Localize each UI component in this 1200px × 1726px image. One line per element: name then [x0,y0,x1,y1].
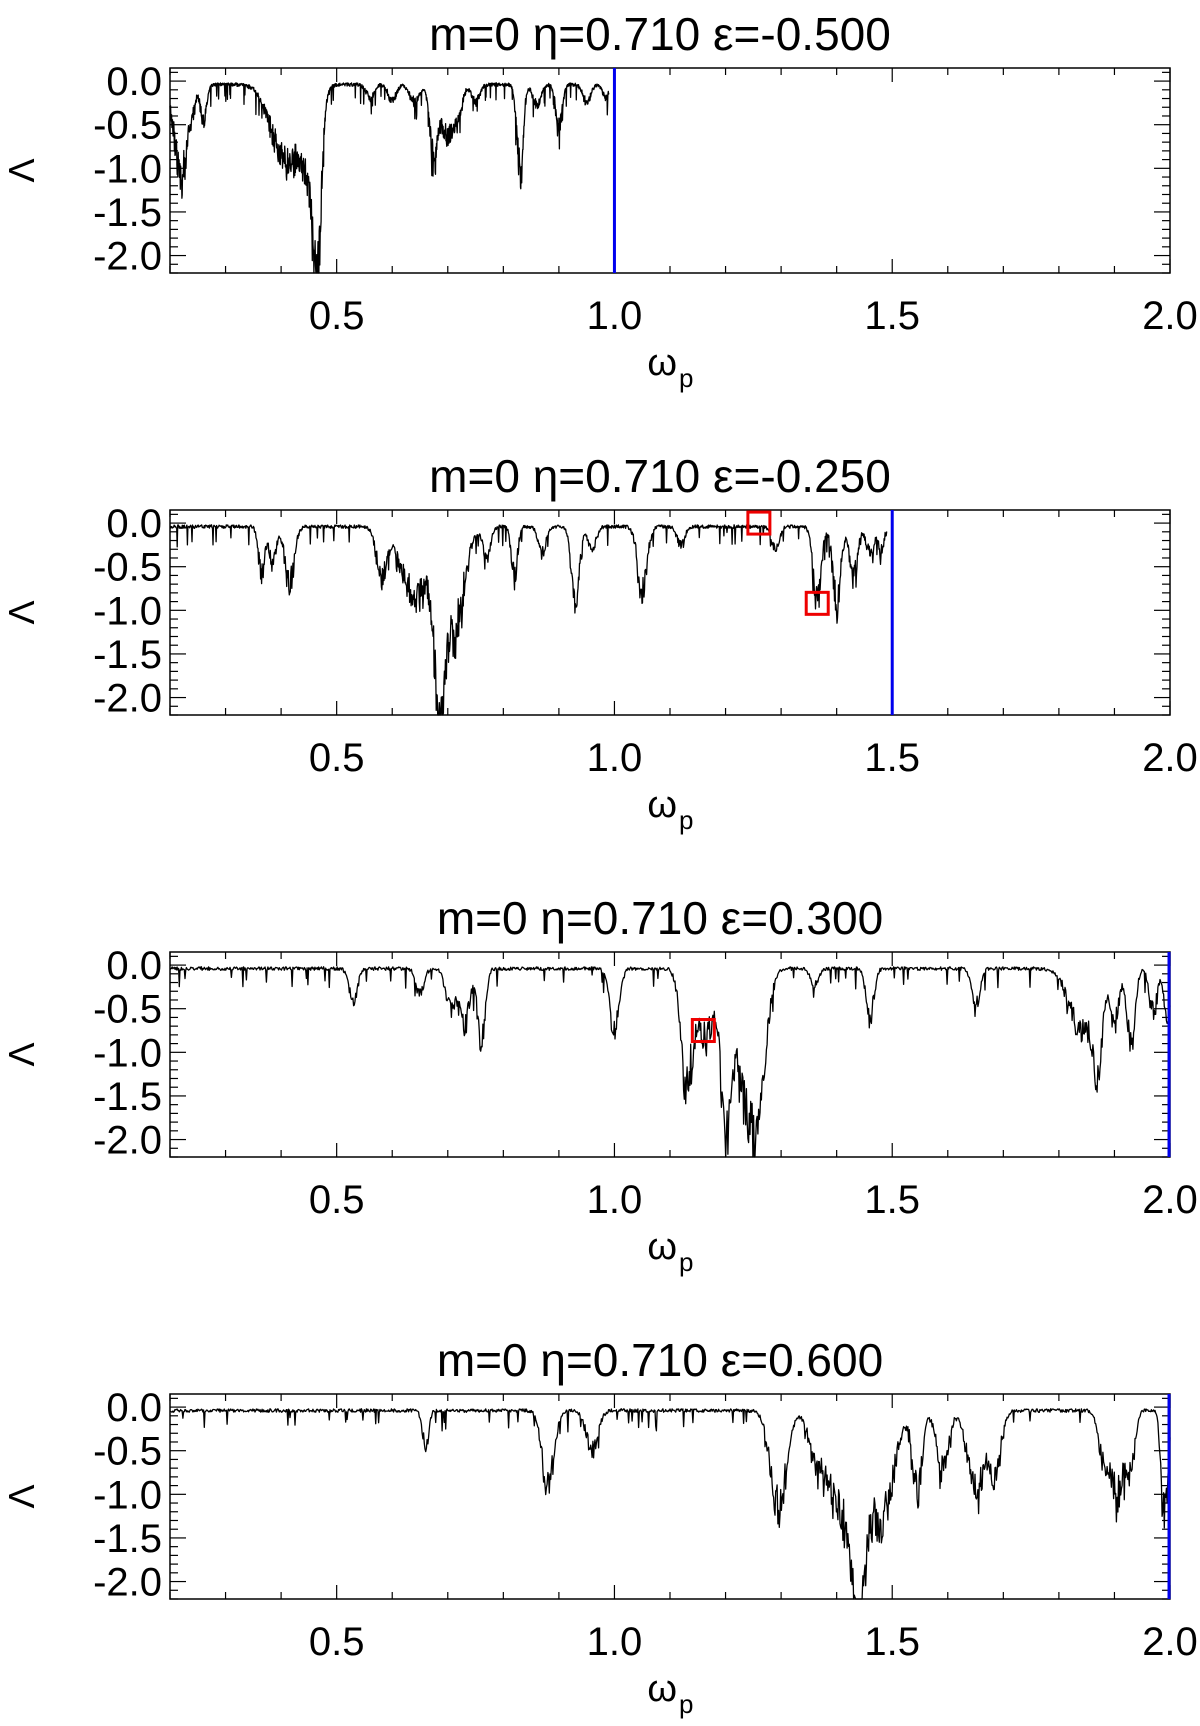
y-tick-label: -1.5 [93,191,162,235]
y-axis-label: Λ [1,158,42,182]
chart-title: m=0 η=0.710 ε=-0.500 [429,8,891,60]
chart-title: m=0 η=0.710 ε=0.600 [437,1334,883,1386]
y-tick-label: 0.0 [106,502,162,546]
y-tick-label: -2.0 [93,677,162,721]
y-tick-label: 0.0 [106,60,162,104]
x-tick-label: 1.5 [864,1178,920,1222]
y-tick-label: 0.0 [106,944,162,988]
series-line [169,1408,1171,1600]
y-tick-label: -1.0 [93,1473,162,1517]
y-tick-label: -1.5 [93,1517,162,1561]
x-tick-label: 1.0 [587,1620,643,1664]
x-tick-label: 0.5 [309,736,365,780]
x-tick-label: 2.0 [1142,1178,1198,1222]
y-tick-label: -0.5 [93,546,162,590]
x-axis-label: ωp [647,1668,693,1719]
x-tick-label: 0.5 [309,294,365,338]
x-tick-label: 1.5 [864,294,920,338]
chart-title: m=0 η=0.710 ε=-0.250 [429,450,891,502]
y-axis-label: Λ [1,1484,42,1508]
x-axis-label: ωp [647,1226,693,1277]
y-tick-label: -1.5 [93,633,162,677]
series-line [169,524,888,716]
x-tick-label: 0.5 [309,1620,365,1664]
y-tick-label: -1.0 [93,147,162,191]
series-line [169,82,610,274]
y-tick-label: -0.5 [93,104,162,148]
x-tick-label: 1.0 [587,1178,643,1222]
chart-title: m=0 η=0.710 ε=0.300 [437,892,883,944]
series-line [169,966,1171,1158]
x-tick-label: 2.0 [1142,736,1198,780]
chart-panel-3: m=0 η=0.710 ε=0.300 0.0-0.5-1.0-1.5-2.0 0.… [1,892,1198,1277]
x-tick-label: 2.0 [1142,294,1198,338]
x-axis-label: ωp [647,342,693,393]
chart-panel-2: m=0 η=0.710 ε=-0.250 0.0-0.5-1.0-1.5-2.0 0… [1,450,1198,835]
x-tick-label: 2.0 [1142,1620,1198,1664]
chart-panel-1: m=0 η=0.710 ε=-0.500 0.0-0.5-1.0-1.5-2.0 0… [1,8,1198,393]
x-tick-label: 1.0 [587,736,643,780]
x-tick-label: 1.5 [864,736,920,780]
y-tick-label: -1.0 [93,589,162,633]
x-tick-label: 0.5 [309,1178,365,1222]
highlight-marker [690,1018,716,1044]
y-axis-label: Λ [1,1042,42,1066]
highlight-marker [804,590,830,616]
highlight-marker [746,510,772,536]
y-tick-label: -1.0 [93,1031,162,1075]
y-tick-label: -2.0 [93,1561,162,1605]
y-tick-label: -2.0 [93,1119,162,1163]
y-tick-label: -0.5 [93,1430,162,1474]
y-tick-label: -1.5 [93,1075,162,1119]
x-axis-label: ωp [647,784,693,835]
y-tick-label: 0.0 [106,1386,162,1430]
y-tick-label: -0.5 [93,988,162,1032]
y-tick-label: -2.0 [93,235,162,279]
y-axis-label: Λ [1,600,42,624]
x-tick-label: 1.0 [587,294,643,338]
chart-panel-4: m=0 η=0.710 ε=0.600 0.0-0.5-1.0-1.5-2.0 0.… [1,1334,1198,1719]
x-tick-label: 1.5 [864,1620,920,1664]
